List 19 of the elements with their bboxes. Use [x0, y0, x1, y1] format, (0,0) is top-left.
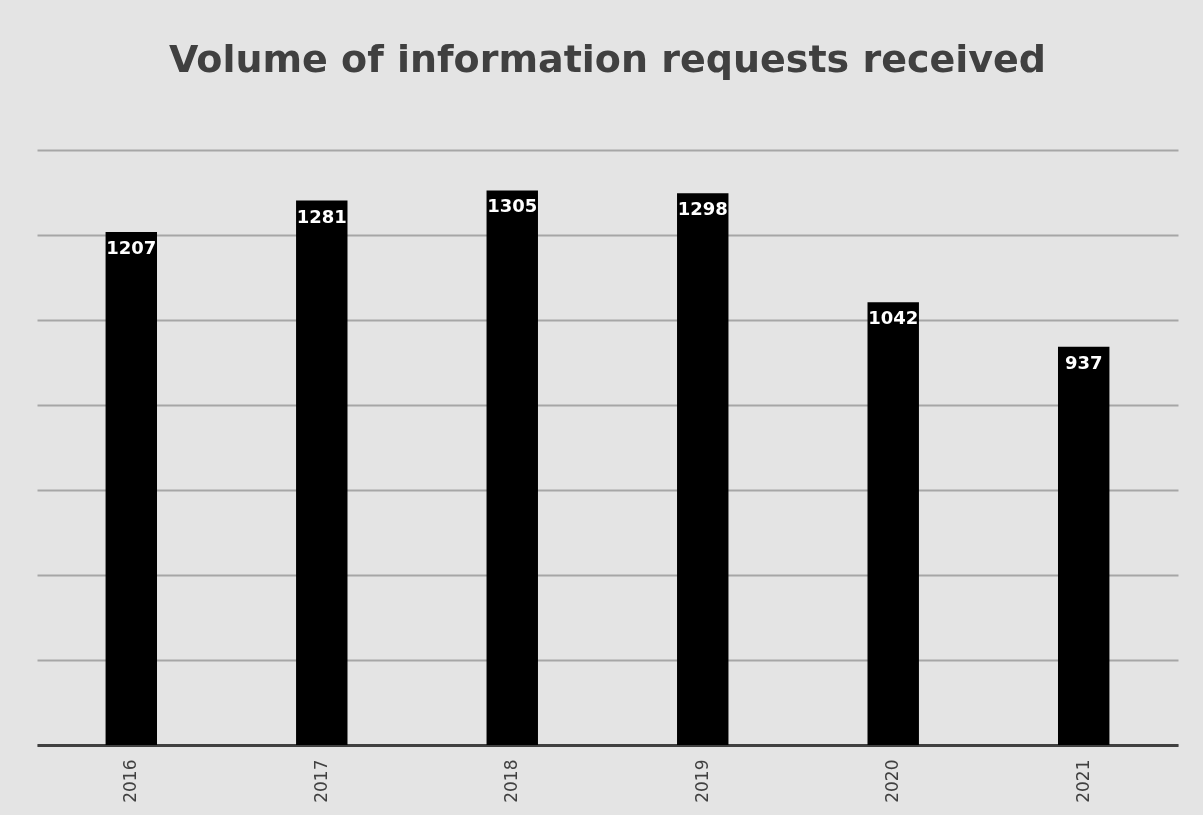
x-tick-label: 2020 — [882, 759, 903, 803]
bar — [867, 302, 919, 745]
data-label: 1298 — [677, 198, 728, 220]
chart-title: Volume of information requests received — [168, 37, 1047, 81]
x-tick-label: 2017 — [310, 759, 331, 803]
data-label: 1042 — [868, 307, 919, 329]
x-tick-label: 2019 — [691, 759, 712, 803]
bar — [296, 200, 348, 745]
bar — [677, 193, 729, 745]
data-label: 1207 — [106, 237, 157, 259]
data-label: 937 — [1064, 351, 1103, 373]
data-label: 1281 — [296, 205, 347, 227]
bar — [486, 190, 538, 745]
x-tick-label: 2018 — [501, 759, 522, 803]
bar — [105, 232, 158, 745]
data-label: 1305 — [487, 195, 538, 217]
x-tick-label: 2021 — [1072, 759, 1093, 803]
bar — [1057, 346, 1110, 745]
x-tick-label: 2016 — [120, 759, 141, 803]
